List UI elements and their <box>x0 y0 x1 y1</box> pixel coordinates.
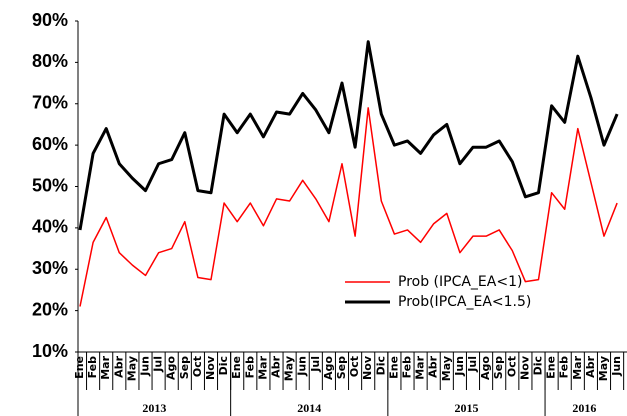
x-tick-label: Sep <box>178 356 191 379</box>
x-tick-label: Jun <box>296 356 309 377</box>
group-label: 2014 <box>297 401 321 415</box>
x-tick-label: Dic <box>217 356 230 375</box>
x-tick-label: Nov <box>518 355 531 380</box>
x-tick-label: Ene <box>230 356 243 379</box>
x-tick-label: May <box>597 356 610 381</box>
y-tick-label: 20% <box>32 299 68 319</box>
x-tick-label: Jul <box>466 356 479 373</box>
x-tick-label: May <box>283 356 296 381</box>
x-tick-label: Feb <box>401 356 414 379</box>
x-tick-label: May <box>125 356 138 381</box>
x-tick-label: May <box>440 356 453 381</box>
x-tick-label: Mar <box>99 355 112 379</box>
y-tick-label: 60% <box>32 134 68 154</box>
x-tick-label: Jun <box>453 356 466 377</box>
x-tick-label: Dic <box>374 356 387 375</box>
y-tick-label: 70% <box>32 93 68 113</box>
x-tick-label: Ene <box>387 356 400 379</box>
group-label: 2013 <box>142 401 166 415</box>
x-tick-label: Mar <box>414 355 427 379</box>
x-tick-label: Abr <box>427 355 440 377</box>
x-tick-label: Ago <box>322 356 335 380</box>
x-tick-label: Mar <box>571 355 584 379</box>
x-tick-label: Feb <box>558 356 571 379</box>
legend-label: Prob (IPCA_EA<1) <box>398 274 522 290</box>
series-line <box>79 107 618 307</box>
x-tick-label: Dic <box>532 356 545 375</box>
y-tick-label: 80% <box>32 51 68 71</box>
x-tick-label: Nov <box>204 355 217 380</box>
x-tick-label: Nov <box>361 355 374 380</box>
y-tick-label: 90% <box>32 10 68 30</box>
series-line <box>78 40 619 231</box>
x-tick-label: Abr <box>584 355 597 377</box>
y-tick-label: 30% <box>32 258 68 278</box>
x-tick-label: Jun <box>139 356 152 377</box>
y-tick-label: 10% <box>32 341 68 361</box>
x-tick-label: Ene <box>545 356 558 379</box>
y-tick-label: 40% <box>32 217 68 237</box>
x-tick-label: Mar <box>256 355 269 379</box>
x-tick-label: Ago <box>165 356 178 380</box>
x-tick-label: Abr <box>270 355 283 377</box>
x-tick-label: Sep <box>335 356 348 379</box>
x-tick-label: Abr <box>112 355 125 377</box>
x-tick-label: Sep <box>492 356 505 379</box>
x-tick-label: Jun <box>610 356 623 377</box>
x-tick-label: Oct <box>505 356 518 377</box>
x-tick-label: Jul <box>152 356 165 373</box>
x-tick-label: Ene <box>73 356 86 379</box>
legend-label: Prob(IPCA_EA<1.5) <box>398 294 531 310</box>
group-label: 2016 <box>572 401 596 415</box>
x-tick-label: Oct <box>191 356 204 377</box>
x-tick-label: Ago <box>479 356 492 380</box>
y-tick-label: 50% <box>32 175 68 195</box>
group-label: 2015 <box>454 401 478 415</box>
x-tick-label: Oct <box>348 356 361 377</box>
x-tick-label: Feb <box>86 356 99 379</box>
x-tick-label: Jul <box>309 356 322 373</box>
x-tick-label: Feb <box>243 356 256 379</box>
